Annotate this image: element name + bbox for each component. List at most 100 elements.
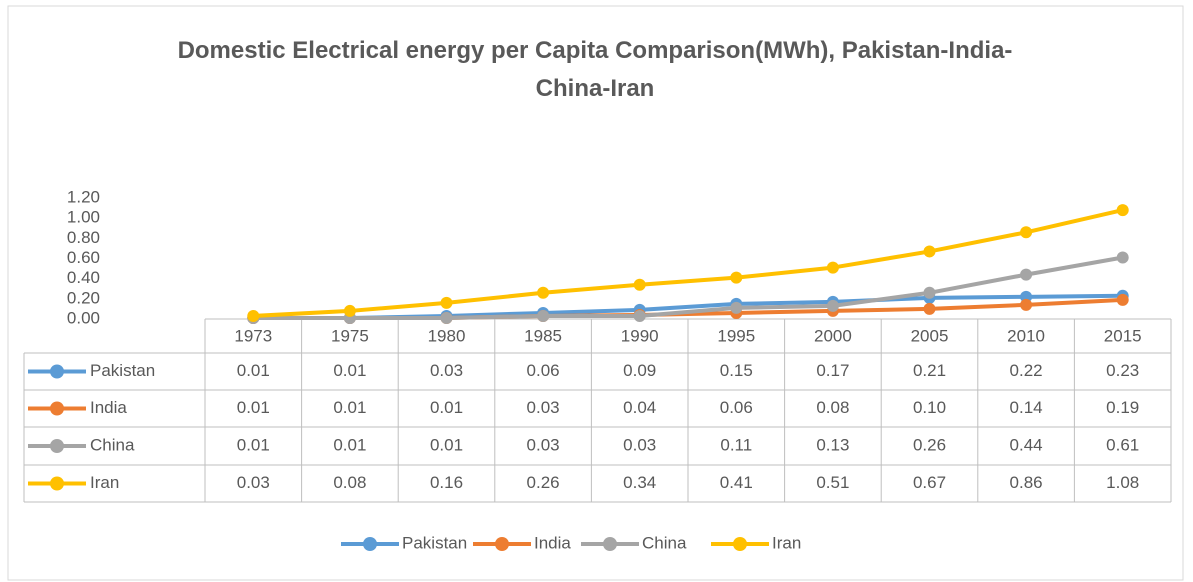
table-cell: 0.22: [1010, 361, 1043, 380]
table-legend-key-marker: [50, 401, 64, 416]
legend-label: Iran: [772, 533, 801, 552]
legend-key-marker: [363, 537, 377, 551]
table-cell: 0.03: [527, 435, 560, 454]
x-tick-label: 1980: [428, 326, 466, 345]
table-cell: 0.01: [430, 435, 463, 454]
table-cell: 0.34: [623, 473, 656, 492]
table-cell: 0.19: [1106, 398, 1139, 417]
x-tick-label: 1975: [331, 326, 369, 345]
data-point: [343, 304, 356, 317]
data-point: [826, 299, 839, 312]
table-cell: 0.10: [913, 398, 946, 417]
table-cell: 0.01: [237, 361, 270, 380]
table-cell: 0.08: [333, 473, 366, 492]
table-cell: 0.01: [333, 398, 366, 417]
table-cell: 0.01: [237, 398, 270, 417]
y-tick-label: 0.40: [67, 268, 100, 287]
x-tick-label: 2005: [911, 326, 949, 345]
x-tick-label: 1995: [717, 326, 755, 345]
x-tick-label: 2010: [1007, 326, 1045, 345]
table-series-name: Iran: [90, 473, 119, 492]
table-cell: 0.01: [430, 398, 463, 417]
chart-title: Domestic Electrical energy per Capita Co…: [177, 37, 1013, 102]
y-tick-label: 0.00: [67, 308, 100, 327]
table-cell: 0.09: [623, 361, 656, 380]
table-series-name: Pakistan: [90, 361, 155, 380]
table-cell: 1.08: [1106, 473, 1139, 492]
legend-label: Pakistan: [402, 533, 467, 552]
legend-label: China: [642, 533, 687, 552]
table-cell: 0.08: [816, 398, 849, 417]
table-cell: 0.01: [333, 435, 366, 454]
table-cell: 0.03: [527, 398, 560, 417]
data-point: [440, 296, 453, 309]
data-point: [923, 286, 936, 299]
table-cell: 0.61: [1106, 435, 1139, 454]
y-tick-label: 0.80: [67, 228, 100, 247]
table-cell: 0.15: [720, 361, 753, 380]
data-point: [440, 311, 453, 324]
data-point: [537, 309, 550, 322]
chart-border: [7, 5, 1184, 581]
table-cell: 0.03: [623, 435, 656, 454]
table-cell: 0.03: [430, 361, 463, 380]
table-cell: 0.01: [333, 361, 366, 380]
data-point: [1116, 204, 1129, 217]
table-cell: 0.14: [1010, 398, 1043, 417]
series-line: [253, 208, 1124, 318]
table-cell: 0.26: [913, 435, 946, 454]
data-point: [1020, 268, 1033, 281]
legend-key-marker: [733, 537, 747, 551]
table-legend-key-marker: [50, 476, 64, 491]
table-cell: 0.17: [816, 361, 849, 380]
data-point: [730, 271, 743, 284]
data-point: [1116, 251, 1129, 264]
data-point: [1020, 298, 1033, 311]
y-tick-label: 1.00: [67, 208, 100, 227]
series-line: [253, 255, 1124, 320]
x-tick-label: 1990: [621, 326, 659, 345]
y-tick-label: 0.20: [67, 288, 100, 307]
data-point: [923, 302, 936, 315]
table-cell: 0.06: [720, 398, 753, 417]
data-point: [826, 261, 839, 274]
table-cell: 0.51: [816, 473, 849, 492]
data-point: [730, 301, 743, 314]
table-cell: 0.03: [237, 473, 270, 492]
data-point: [537, 286, 550, 299]
table-legend-key-marker: [50, 364, 64, 379]
table-series-name: China: [90, 435, 135, 454]
table-cell: 0.01: [237, 435, 270, 454]
x-tick-label: 2000: [814, 326, 852, 345]
y-tick-label: 1.20: [67, 187, 100, 206]
data-point: [1116, 293, 1129, 306]
table-cell: 0.16: [430, 473, 463, 492]
table-cell: 0.21: [913, 361, 946, 380]
data-point: [633, 278, 646, 291]
legend-key-marker: [495, 537, 509, 551]
table-cell: 0.06: [527, 361, 560, 380]
y-tick-label: 0.60: [67, 248, 100, 267]
table-cell: 0.26: [527, 473, 560, 492]
table-cell: 0.23: [1106, 361, 1139, 380]
data-point: [1020, 226, 1033, 239]
data-point: [247, 309, 260, 322]
table-legend-key-marker: [50, 439, 64, 453]
table-cell: 0.13: [816, 435, 849, 454]
x-tick-label: 2015: [1104, 326, 1142, 345]
table-series-name: India: [90, 398, 127, 417]
data-point: [633, 309, 646, 322]
x-tick-label: 1985: [524, 326, 562, 345]
table-cell: 0.04: [623, 398, 656, 417]
data-point: [923, 245, 936, 258]
legend-label: India: [534, 533, 571, 552]
table-cell: 0.86: [1010, 473, 1043, 492]
table-cell: 0.67: [913, 473, 946, 492]
x-tick-label: 1973: [234, 326, 272, 345]
legend-key-marker: [603, 537, 617, 551]
table-cell: 0.11: [720, 435, 752, 454]
table-cell: 0.41: [720, 473, 753, 492]
table-cell: 0.44: [1010, 435, 1043, 454]
